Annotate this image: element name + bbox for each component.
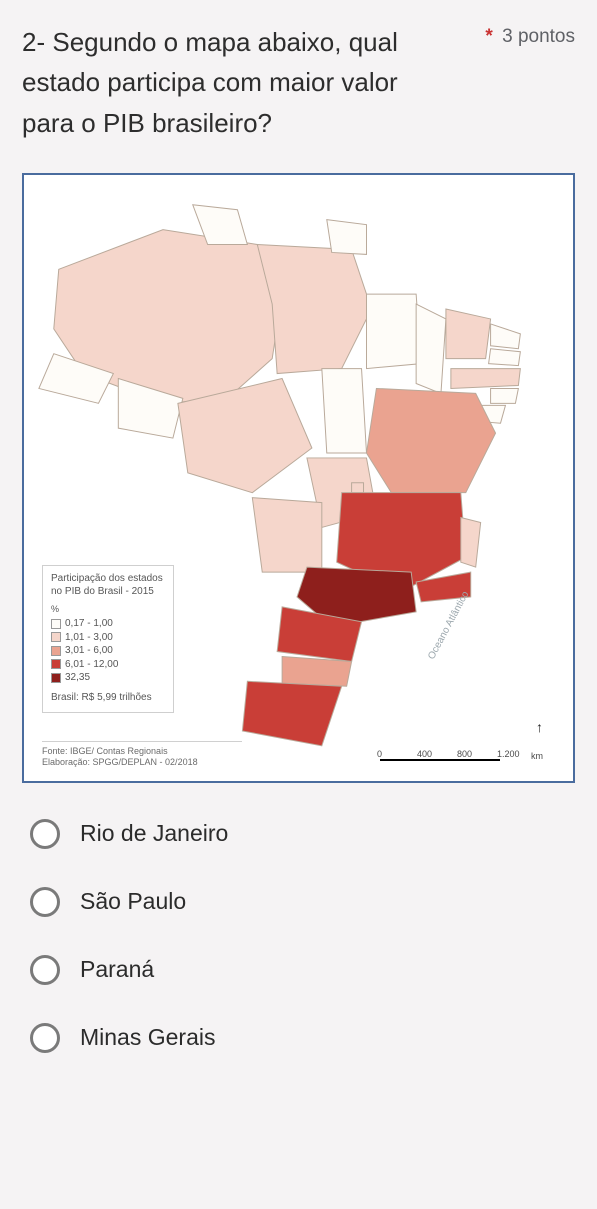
map-scale: 0 400 800 1.200 km [380,751,543,761]
legend-swatch [51,619,61,629]
legend-swatch [51,659,61,669]
state-ms [252,498,321,572]
scale-seg: 800 [460,759,500,761]
radio-icon[interactable] [30,1023,60,1053]
state-pb [489,349,521,366]
state-amapa [327,220,367,255]
legend-row: 32,35 [51,671,163,685]
state-df [352,483,364,493]
state-maranhao [366,294,421,368]
state-piaui [416,304,446,393]
radio-icon[interactable] [30,887,60,917]
state-sc [282,656,351,686]
legend-swatch [51,673,61,683]
option-mg[interactable]: Minas Gerais [30,1023,575,1053]
legend-row: 1,01 - 3,00 [51,631,163,645]
question-header: 2- Segundo o mapa abaixo, qual estado pa… [22,22,575,143]
legend-row: 6,01 - 12,00 [51,658,163,672]
points-label: * 3 pontos [485,26,575,48]
north-arrow-icon: ↑ [536,719,543,735]
options-group: Rio de Janeiro São Paulo Paraná Minas Ge… [22,819,575,1053]
legend-row: 3,01 - 6,00 [51,644,163,658]
scale-seg: 400 [420,759,460,761]
legend-title: Participação dos estados no PIB do Brasi… [51,572,163,599]
legend-swatch [51,632,61,642]
radio-icon[interactable] [30,819,60,849]
option-label: São Paulo [80,888,186,915]
state-al [491,388,519,403]
legend-swatch [51,646,61,656]
required-asterisk: * [485,26,492,47]
option-label: Minas Gerais [80,1024,215,1051]
quiz-question-card: 2- Segundo o mapa abaixo, qual estado pa… [0,0,597,1121]
question-body: Segundo o mapa abaixo, qual estado parti… [22,27,398,138]
option-label: Rio de Janeiro [80,820,228,847]
option-rio[interactable]: Rio de Janeiro [30,819,575,849]
radio-icon[interactable] [30,955,60,985]
legend-row: 0,17 - 1,00 [51,617,163,631]
legend-unit: % [51,603,163,615]
map-figure: Participação dos estados no PIB do Brasi… [22,173,575,783]
map-source: Fonte: IBGE/ Contas Regionais Elaboração… [42,741,242,769]
scale-unit: km [531,751,543,761]
option-label: Paraná [80,956,154,983]
option-sp[interactable]: São Paulo [30,887,575,917]
state-pe [451,368,520,388]
state-tocantins [322,368,367,452]
question-text: 2- Segundo o mapa abaixo, qual estado pa… [22,22,442,143]
points-value: 3 pontos [502,26,575,47]
map-legend: Participação dos estados no PIB do Brasi… [42,565,174,713]
question-number: 2- [22,27,45,57]
scale-seg: 0 [380,759,420,761]
legend-total: Brasil: R$ 5,99 trilhões [51,691,163,705]
option-parana[interactable]: Paraná [30,955,575,985]
